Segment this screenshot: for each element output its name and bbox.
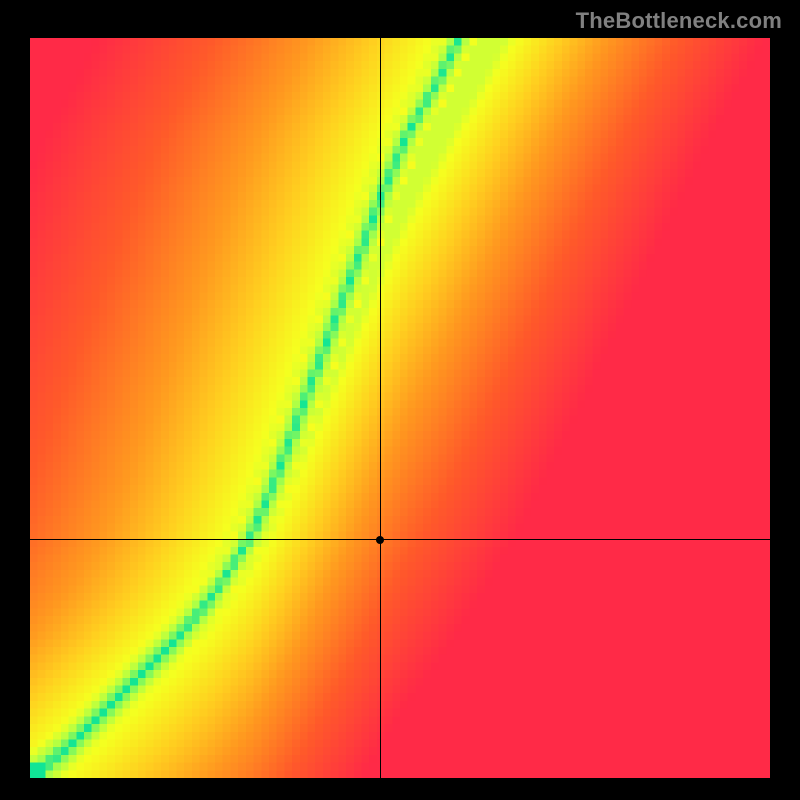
chart-container: TheBottleneck.com — [0, 0, 800, 800]
watermark-text: TheBottleneck.com — [576, 8, 782, 34]
crosshair-horizontal — [30, 539, 770, 540]
crosshair-vertical — [380, 38, 381, 778]
crosshair-marker — [376, 536, 384, 544]
heatmap-canvas — [30, 38, 770, 778]
